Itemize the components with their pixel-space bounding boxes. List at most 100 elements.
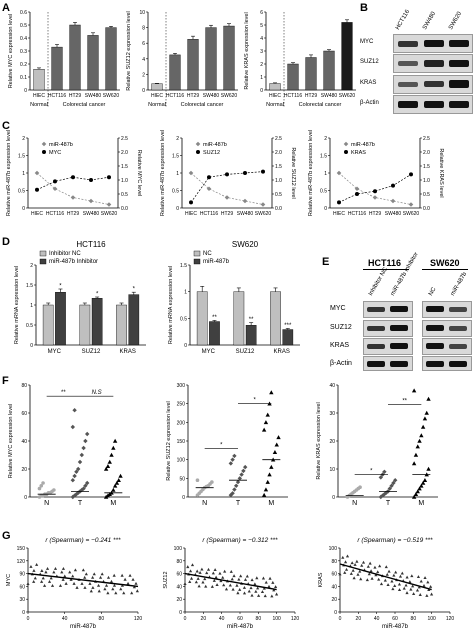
panel-label-e: E xyxy=(322,256,330,268)
blot-e-strip xyxy=(363,338,413,355)
data-point xyxy=(398,574,403,578)
y-tick-label: 250 xyxy=(177,402,186,408)
y-tick-label: 120 xyxy=(17,559,26,565)
x-tick-label: 40 xyxy=(219,616,225,622)
data-point xyxy=(235,479,241,485)
bar xyxy=(51,46,63,91)
data-point xyxy=(72,493,77,498)
x-tick-label: HCT116 xyxy=(48,93,66,99)
data-point xyxy=(411,584,415,588)
y-tick-label: 1.5 xyxy=(172,154,179,160)
legend-marker xyxy=(343,141,349,147)
data-point xyxy=(272,450,278,454)
blot-b-lane-labels: HCT116 SW480 SW620 xyxy=(393,9,473,34)
y-axis-label: SUZ12 xyxy=(163,571,169,588)
data-point xyxy=(221,575,225,579)
data-point xyxy=(112,483,118,488)
data-point xyxy=(261,576,266,580)
x-tick-label: SW620 xyxy=(221,93,238,99)
data-point xyxy=(376,570,380,574)
data-point xyxy=(114,591,118,595)
x-tick-label: 0 xyxy=(27,616,30,622)
y-tick-label: 0.6 xyxy=(20,10,27,16)
data-point xyxy=(112,573,116,577)
data-point xyxy=(79,452,84,458)
data-point xyxy=(391,480,396,486)
data-point xyxy=(384,565,388,569)
data-point xyxy=(419,483,424,488)
data-point xyxy=(356,572,360,576)
data-point xyxy=(73,568,78,572)
data-point xyxy=(239,472,244,477)
y-tick-label: 1.5 xyxy=(26,283,33,289)
data-point xyxy=(393,584,397,587)
x-tick-label: HIEC xyxy=(185,211,197,217)
bar xyxy=(205,27,217,91)
x-tick-label: MYC xyxy=(202,349,216,355)
data-point xyxy=(378,564,382,568)
data-point xyxy=(343,560,348,564)
data-point xyxy=(29,565,33,568)
data-point xyxy=(97,589,101,593)
data-point xyxy=(126,581,130,585)
bar xyxy=(270,291,281,346)
data-point xyxy=(235,583,239,587)
data-point xyxy=(196,577,200,580)
y-tick-label: 0.5 xyxy=(18,189,25,195)
x-tick-label: SW620 xyxy=(101,211,118,217)
x-tick-label: HIEC xyxy=(269,93,281,99)
data-point xyxy=(370,576,374,580)
comparison-label: N.S xyxy=(92,390,102,396)
data-point xyxy=(417,486,422,491)
x-tick-label: SUZ12 xyxy=(82,349,101,355)
legend-marker xyxy=(195,141,201,147)
data-point xyxy=(422,584,426,587)
blot-band xyxy=(449,101,469,108)
legend-label: MYC xyxy=(49,150,61,156)
data-point xyxy=(353,562,357,566)
data-point xyxy=(405,591,409,595)
y-tick-label: 80 xyxy=(176,559,182,565)
data-point xyxy=(337,200,341,205)
data-point xyxy=(230,577,234,581)
data-point xyxy=(261,427,267,432)
y-tick-label-right: 1.0 xyxy=(423,178,430,184)
data-point xyxy=(188,580,192,584)
y-tick-label: 0 xyxy=(24,88,27,94)
blot-band xyxy=(449,344,467,349)
data-point xyxy=(351,568,355,572)
blot-band xyxy=(449,80,469,88)
data-point xyxy=(392,573,396,577)
y-tick-label: 0.5 xyxy=(180,316,187,322)
panel-label-d: D xyxy=(2,236,10,248)
y-tick-label: 0.5 xyxy=(20,23,27,29)
x-tick-label: HCT116 xyxy=(46,211,64,217)
y-tick-label-right: 2.5 xyxy=(121,136,128,142)
blot-band xyxy=(367,361,385,367)
data-point xyxy=(247,589,251,593)
data-point xyxy=(355,192,359,196)
blot-band xyxy=(390,361,408,367)
data-point xyxy=(390,579,394,583)
y-tick-label: 6 xyxy=(260,10,263,16)
x-tick-label: N xyxy=(202,500,207,507)
x-tick-label: HT29 xyxy=(69,93,81,99)
data-point xyxy=(413,492,419,496)
data-point xyxy=(267,584,271,588)
data-point xyxy=(70,478,75,483)
panel-label-f: F xyxy=(2,375,9,387)
y-tick-label-right: 2.5 xyxy=(275,136,282,142)
comparison-label: * xyxy=(220,442,223,448)
blot-e-group-rule xyxy=(363,269,409,270)
data-point xyxy=(222,583,226,587)
x-axis-label: miR-487b xyxy=(382,624,409,630)
data-point xyxy=(106,591,110,595)
data-point xyxy=(261,492,267,497)
trend-line xyxy=(27,572,139,588)
chart-title: SW620 xyxy=(232,240,259,249)
data-point xyxy=(389,483,394,488)
data-point xyxy=(223,569,227,573)
legend-swatch xyxy=(39,258,47,265)
bar xyxy=(245,325,257,346)
bar xyxy=(187,39,199,91)
